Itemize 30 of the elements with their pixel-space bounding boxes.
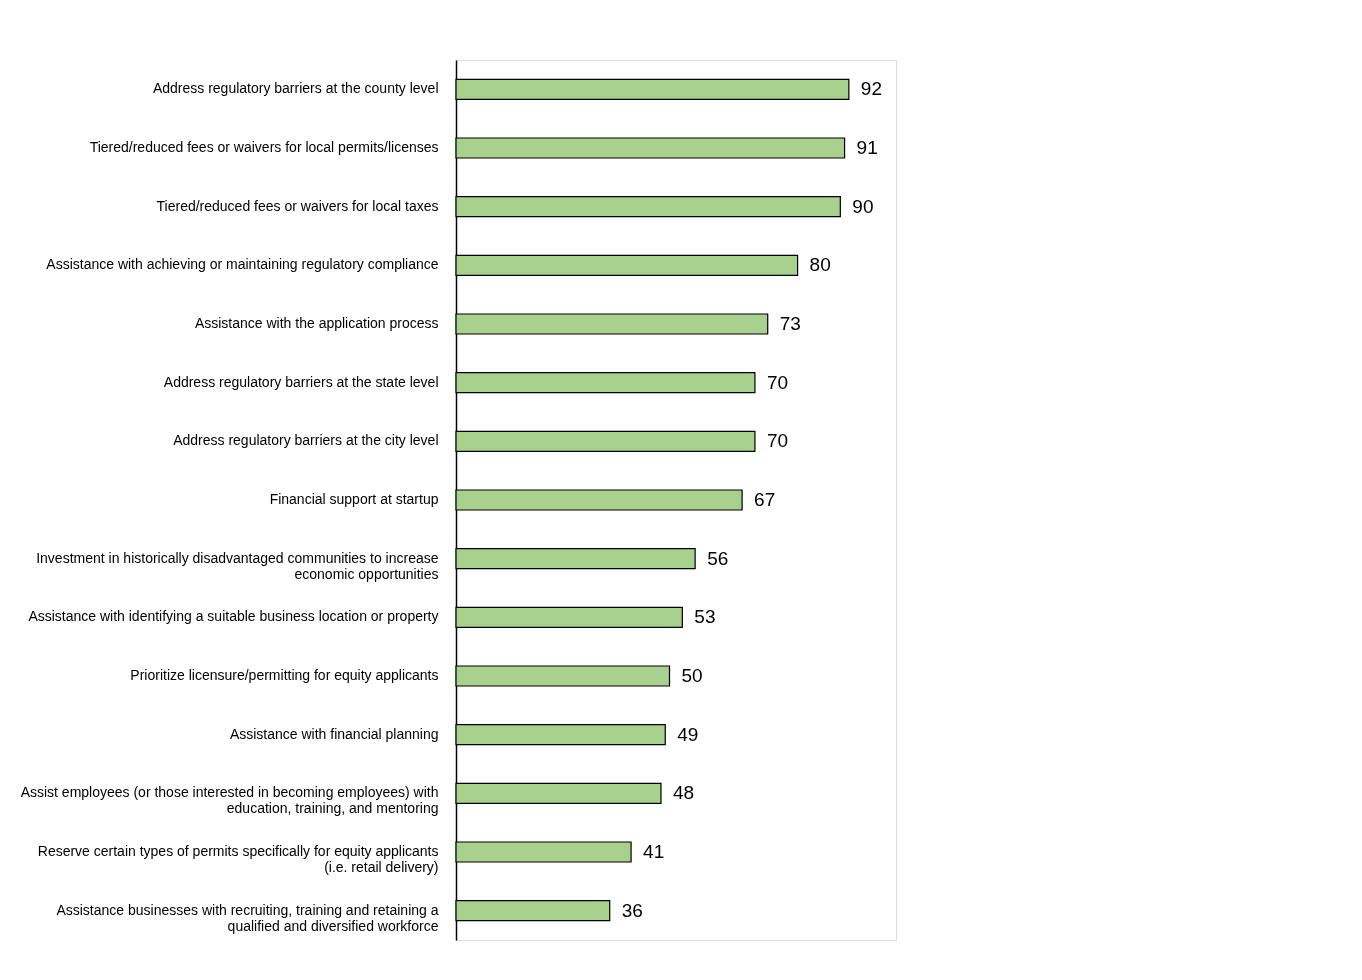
data-label: 90 (852, 195, 874, 217)
data-label: 70 (766, 371, 789, 393)
y-tick-label: Assistance businesses with recruiting, training and retaining a qualified and diversified workforce (56, 901, 439, 934)
data-label: 56 (707, 547, 729, 569)
data-label: 41 (643, 841, 665, 862)
data-label: 48 (672, 782, 695, 804)
y-tick-label: Financial support at startup (269, 491, 439, 507)
y-tick-label: Assistance with the application process (194, 315, 439, 331)
y-tick-label: Address regulatory barriers at the state level (163, 373, 439, 390)
data-label: 70 (766, 430, 789, 452)
data-label: 91 (856, 137, 878, 158)
data-label: 53 (694, 606, 716, 628)
y-tick-label: Address regulatory barriers at the city level (173, 432, 439, 449)
data-label: 67 (754, 489, 776, 510)
y-tick-label: Address regulatory barriers at the county level (152, 80, 439, 97)
data-label: 73 (779, 313, 801, 334)
y-tick-label: Tiered/reduced fees or waivers for local taxes (156, 197, 439, 214)
y-tick-label: Assist employees (or those interested in becoming employees) with education, training, and mentoring (20, 784, 439, 817)
data-label: 49 (677, 723, 699, 745)
data-label: 80 (809, 254, 831, 276)
y-tick-label: Assistance with achieving or maintaining regulatory compliance (46, 256, 439, 273)
y-tick-label: Investment in historically disadvantaged communities to increase economic opportunities (36, 549, 439, 582)
data-label: 92 (860, 78, 882, 100)
data-label: 50 (681, 665, 703, 686)
data-label: 36 (621, 899, 643, 921)
y-tick-label: Assistance with financial planning (229, 725, 439, 742)
y-tick-label: Tiered/reduced fees or waivers for local permits/licenses (89, 139, 439, 155)
y-tick-label: Assistance with identifying a suitable business location or property (28, 608, 439, 625)
y-tick-label: Prioritize licensure/permitting for equity applicants (130, 667, 439, 683)
y-tick-label: Reserve certain types of permits specifically for equity applicants (i.e. retail delivery) (37, 843, 439, 875)
